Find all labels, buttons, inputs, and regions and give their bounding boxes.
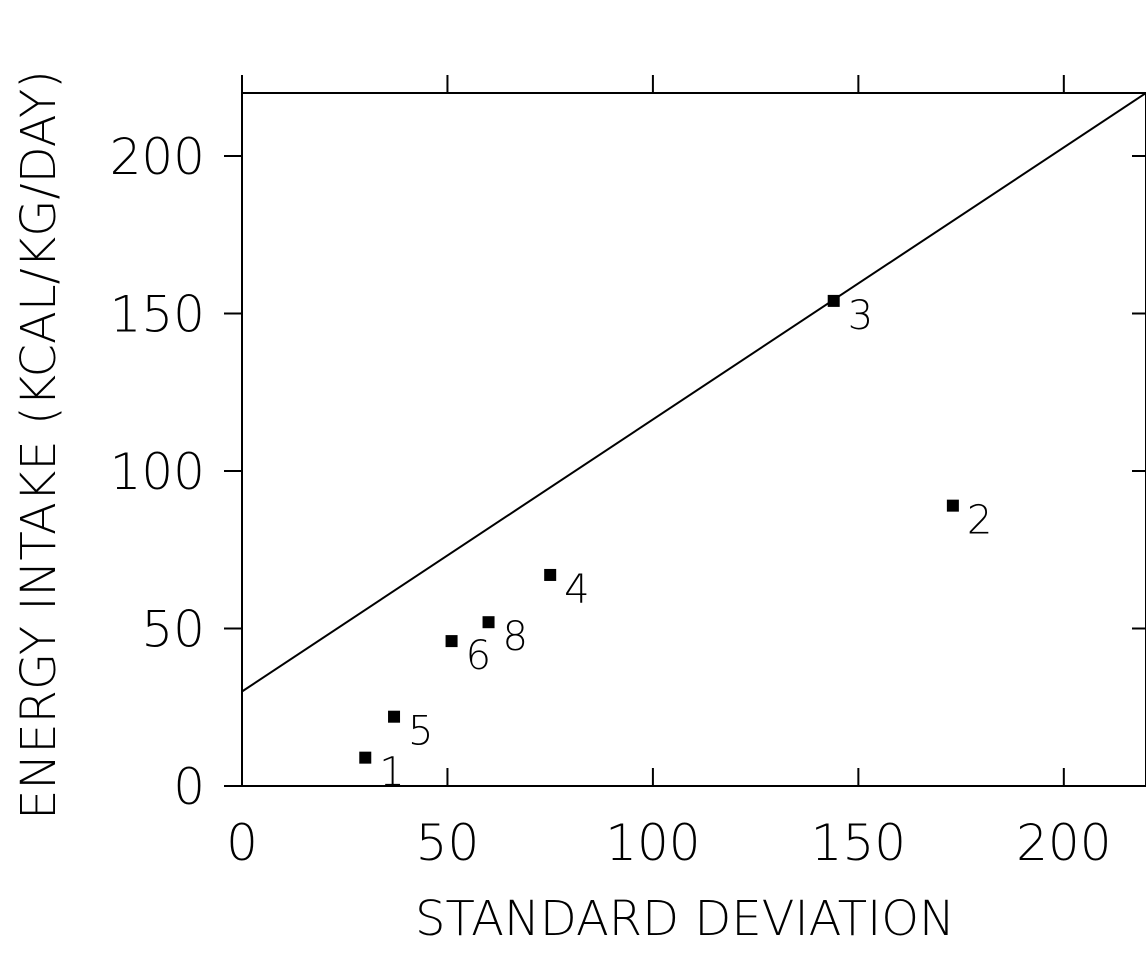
y-axis-title: ENERGY INTAKE (KCAL/KG/DAY) — [11, 70, 67, 820]
y-tick-label: 150 — [110, 286, 205, 344]
data-point-label: 6 — [466, 633, 491, 679]
y-axis-ticks — [224, 155, 1146, 787]
y-tick-label: 100 — [110, 443, 205, 501]
y-tick-label: 50 — [141, 601, 205, 659]
data-point-marker — [827, 294, 840, 307]
data-point-label: 4 — [564, 567, 589, 613]
x-axis-ticks — [241, 75, 1065, 786]
data-point-label: 1 — [379, 750, 404, 796]
data-point-label: 5 — [408, 709, 433, 755]
data-point-label: 8 — [503, 614, 528, 660]
x-tick-label: 100 — [605, 814, 700, 872]
x-tick-label: 200 — [1016, 814, 1111, 872]
data-point-marker — [359, 751, 372, 764]
y-axis-tick-labels: 0 50 100 150 200 — [110, 128, 205, 816]
x-axis-title: STANDARD DEVIATION — [415, 891, 955, 947]
data-point-marker — [482, 616, 495, 629]
data-point-marker — [445, 635, 458, 648]
data-point-label: 3 — [848, 293, 873, 339]
x-axis-tick-labels: 0 50 100 150 200 — [226, 814, 1111, 872]
data-point-marker — [544, 568, 557, 581]
data-point-marker — [946, 499, 959, 512]
plot-frame — [241, 92, 1146, 787]
y-tick-label: 0 — [173, 758, 205, 816]
data-points: 156 84 3 2 — [359, 293, 992, 796]
data-point-marker — [388, 710, 401, 723]
x-tick-label: 50 — [416, 814, 480, 872]
x-tick-label: 0 — [226, 814, 258, 872]
x-tick-label: 150 — [811, 814, 906, 872]
reference-line — [241, 92, 1146, 693]
y-tick-label: 200 — [110, 128, 205, 186]
data-point-label: 2 — [967, 498, 992, 544]
